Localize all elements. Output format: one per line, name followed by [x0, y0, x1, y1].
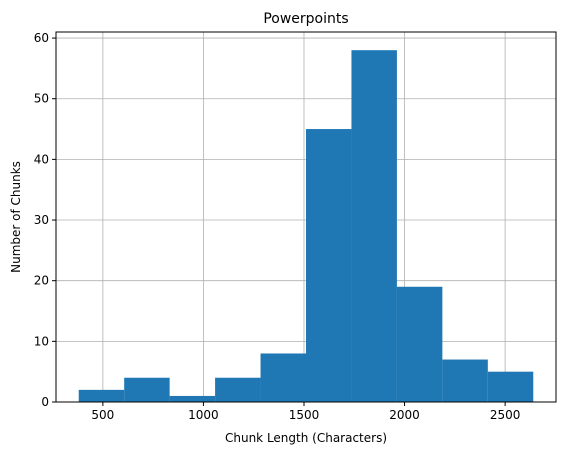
histogram-bar — [124, 377, 170, 402]
histogram-bar — [487, 371, 534, 402]
y-tick-label: 60 — [34, 31, 49, 45]
x-axis-ticks: 500 1000 1500 2000 2500 — [91, 402, 520, 422]
x-tick-label: 500 — [91, 408, 114, 422]
y-tick-label: 50 — [34, 92, 49, 106]
x-tick-label: 1500 — [289, 408, 320, 422]
histogram-bar — [442, 359, 488, 402]
histogram-bar — [396, 286, 443, 402]
histogram-bar — [351, 50, 397, 403]
histogram-bar — [78, 389, 125, 402]
y-tick-label: 10 — [34, 334, 49, 348]
x-tick-label: 1000 — [188, 408, 219, 422]
histogram-bar — [260, 353, 306, 402]
histogram-bars — [78, 50, 534, 403]
y-axis-ticks: 0 10 20 30 40 50 60 — [34, 31, 56, 409]
y-tick-label: 30 — [34, 213, 49, 227]
histogram-bar — [169, 395, 216, 402]
x-tick-label: 2500 — [490, 408, 521, 422]
x-axis-label: Chunk Length (Characters) — [225, 431, 387, 445]
y-tick-label: 40 — [34, 152, 49, 166]
plot-frame — [55, 31, 557, 403]
chart-title: Powerpoints — [263, 11, 348, 27]
y-axis-label: Number of Chunks — [9, 161, 23, 273]
histogram-bar — [215, 377, 261, 402]
y-tick-label: 20 — [34, 274, 49, 288]
histogram-bar — [306, 129, 352, 402]
y-tick-label: 0 — [41, 395, 49, 409]
x-tick-label: 2000 — [389, 408, 420, 422]
